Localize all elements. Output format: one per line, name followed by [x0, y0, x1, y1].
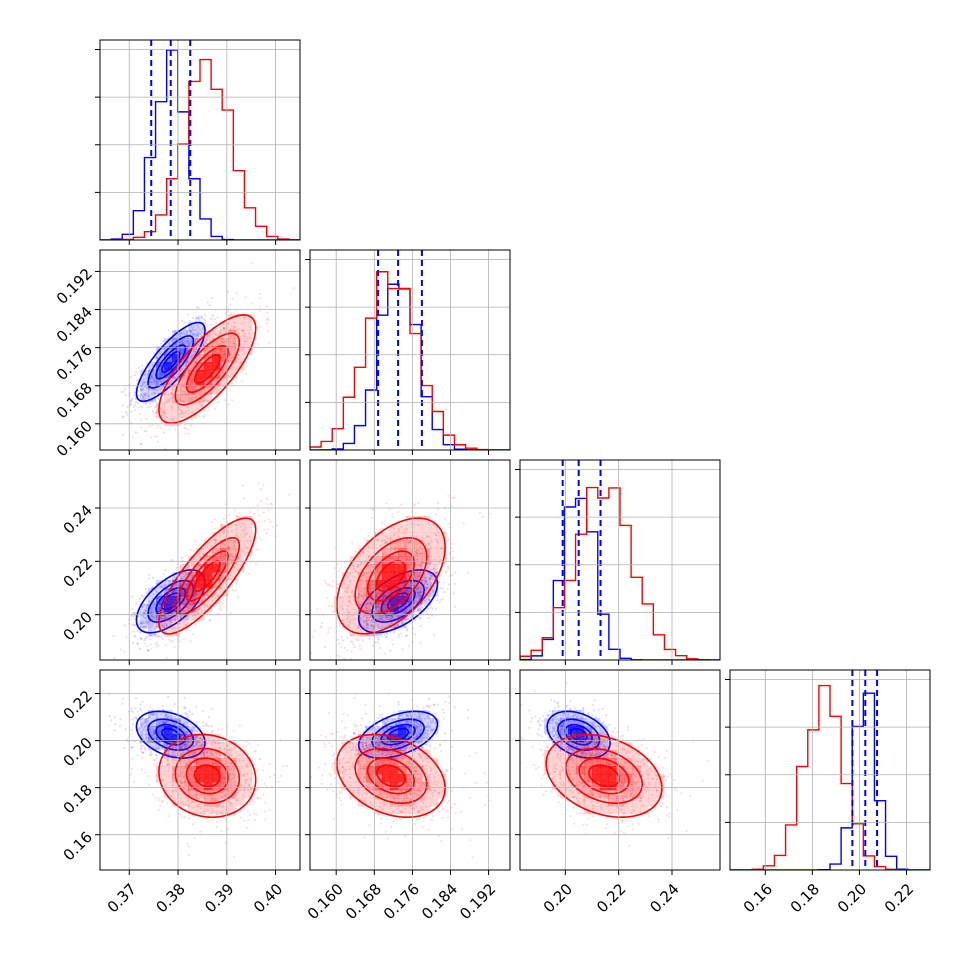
panel-0-0: [95, 39, 301, 245]
panel-frame: [99, 249, 301, 451]
x-tick-label: 0.18: [787, 880, 823, 916]
histogram-red-3: [730, 684, 930, 870]
histogram-blue-2: [520, 497, 720, 660]
x-tick-label: 0.37: [104, 880, 140, 916]
panel-frame: [99, 459, 301, 661]
panel-frame: [309, 459, 511, 661]
panel-frame: [309, 249, 511, 451]
panel-frame: [99, 39, 301, 241]
panel-3-3: 0.16 0.18 0.20 0.22: [725, 669, 931, 916]
y-tick-label: 0.20: [60, 608, 96, 644]
grid-1-0: [100, 250, 300, 450]
y-tick-label: 0.192: [53, 265, 96, 308]
panel-2-2: [515, 459, 721, 665]
panel-3-0: 0.37 0.38 0.39 0.40 0.16 0.18 0.20 0.22: [60, 669, 301, 916]
panel-frame: [519, 459, 721, 661]
y-tick-label: 0.18: [60, 781, 96, 817]
y-tick-label: 0.168: [53, 379, 96, 422]
grid-3-3: [730, 670, 930, 870]
panel-frame: [309, 669, 511, 871]
y-tick-label: 0.20: [60, 734, 96, 770]
density-red-2-1: [334, 516, 447, 637]
grid-2-2: [520, 460, 720, 660]
contours-red-3-0: [158, 733, 257, 818]
grid-2-0: [100, 460, 300, 660]
density-red-3-2: [544, 734, 665, 815]
panel-frame: [519, 669, 721, 871]
x-tick-label: 0.20: [834, 880, 870, 916]
grid-2-1: [310, 460, 510, 660]
y-tick-label: 0.22: [60, 687, 96, 723]
panel-3-2: 0.20 0.22 0.24: [515, 669, 721, 916]
x-tick-label: 0.176: [380, 880, 423, 923]
grid-1-1: [310, 250, 510, 450]
x-tick-label: 0.22: [593, 880, 629, 916]
contours-red-2-1: [336, 517, 446, 635]
contours-red-3-1: [336, 733, 446, 818]
x-tick-label: 0.160: [304, 880, 347, 923]
x-tick-label: 0.184: [418, 880, 461, 923]
histogram-red-2: [520, 486, 720, 660]
contours-blue-1-0: [135, 321, 206, 403]
y-tick-label: 0.184: [53, 303, 96, 346]
x-tick-label: 0.38: [152, 880, 188, 916]
y-tick-label: 0.24: [60, 501, 96, 537]
density-red-3-0: [156, 734, 253, 815]
grid-3-0: [100, 670, 300, 870]
y-tick-label: 0.22: [60, 555, 96, 591]
y-tick-label: 0.176: [53, 341, 96, 384]
panel-2-0: 0.20 0.22 0.24: [60, 459, 301, 665]
panel-1-1: [305, 249, 511, 455]
contours-blue-3-1: [357, 710, 439, 759]
grid-3-1: [310, 670, 510, 870]
panel-frame: [729, 669, 931, 871]
y-tick-label: 0.16: [60, 828, 96, 864]
x-tick-label: 0.24: [646, 880, 682, 916]
x-tick-label: 0.16: [740, 880, 776, 916]
x-tick-label: 0.22: [881, 880, 917, 916]
x-tick-label: 0.39: [201, 880, 237, 916]
histogram-red-0: [100, 58, 300, 240]
contours-red-1-0: [158, 314, 257, 424]
panel-frame: [99, 669, 301, 871]
y-tick-label: 0.160: [53, 417, 96, 460]
panel-2-1: [305, 459, 511, 665]
histogram-red-1: [310, 271, 510, 450]
histogram-blue-3: [730, 692, 930, 870]
grid-0-0: [100, 40, 300, 240]
x-tick-label: 0.192: [456, 880, 499, 923]
x-tick-label: 0.40: [250, 880, 286, 916]
x-tick-label: 0.168: [342, 880, 385, 923]
grid-3-2: [520, 670, 720, 870]
x-tick-label: 0.20: [540, 880, 576, 916]
contours-red-2-0: [158, 517, 257, 635]
density-red-3-1: [334, 734, 447, 815]
